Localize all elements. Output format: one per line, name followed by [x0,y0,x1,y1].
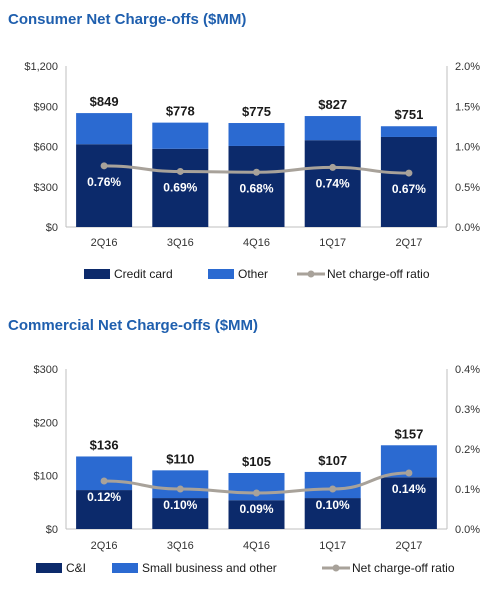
legend-label: Small business and other [142,561,277,575]
bar-total-label: $775 [242,104,271,119]
bar-segment [152,470,209,499]
ratio-point [405,469,413,477]
y-tick-label: $200 [34,417,58,429]
legend-label: C&I [66,561,86,575]
y-tick-label: $0 [46,524,58,536]
y2-tick-label: 0.0% [455,524,480,536]
ratio-point [100,477,108,485]
bar-total-label: $107 [318,453,347,468]
bar-segment [380,126,437,137]
y2-tick-label: 0.3% [455,404,480,416]
y-tick-label: $300 [34,182,58,194]
chart-title: Commercial Net Charge-offs ($MM) [8,317,258,334]
bar-segment [152,122,209,149]
ratio-point [329,485,337,493]
commercial-net-charge-offs-chart: Commercial Net Charge-offs ($MM) $0 $100 $2… [8,317,480,575]
bar-segment [228,500,285,529]
bar-segment [304,140,361,227]
ratio-label: 0.67% [392,182,426,196]
x-tick-label: 2Q16 [91,540,118,552]
bar-segment [228,145,285,227]
bar-segment [152,148,209,227]
y2-tick-label: 1.0% [455,142,480,154]
legend-swatch [112,563,138,573]
bar-segment [228,123,285,146]
legend-label: Net charge-off ratio [327,267,430,281]
y2-tick-label: 0.2% [455,444,480,456]
bar-total-label: $105 [242,454,271,469]
bar-total-label: $827 [318,97,347,112]
ratio-point [100,162,108,170]
bar-segment [304,498,361,529]
y2-tick-label: 2.0% [455,61,480,73]
bar-total-label: $157 [394,426,423,441]
ratio-label: 0.76% [87,175,121,189]
y-tick-label: $300 [34,364,58,376]
x-tick-label: 4Q16 [243,540,270,552]
y2-tick-label: 0.4% [455,364,480,376]
y-tick-label: $1,200 [24,61,58,73]
bar-segment [76,113,133,145]
legend-swatch [84,269,110,279]
bar-segment [304,471,361,499]
y-tick-label: $0 [46,222,58,234]
bar-total-label: $778 [166,104,195,119]
bar-total-label: $751 [394,107,423,122]
x-tick-label: 4Q16 [243,237,270,249]
legend-swatch [208,269,234,279]
legend-label: Other [238,267,268,281]
legend-label: Credit card [114,267,173,281]
ratio-point [253,168,260,176]
x-tick-label: 1Q17 [319,540,346,552]
ratio-point [176,167,184,175]
bar-segment [76,144,133,227]
bar-segment [380,477,437,529]
consumer-net-charge-offs-chart: Consumer Net Charge-offs ($MM) $0 $300 $600… [8,11,480,281]
ratio-label: 0.09% [239,502,273,516]
y2-tick-label: 0.0% [455,222,480,234]
ratio-point [253,489,260,497]
ratio-point [176,485,184,493]
x-tick-label: 3Q16 [167,237,194,249]
bar-total-label: $849 [90,94,119,109]
ratio-label: 0.10% [163,498,197,512]
bar-total-label: $110 [166,451,194,466]
y-tick-label: $100 [34,471,58,483]
ratio-label: 0.12% [87,490,121,504]
bar-segment [76,490,133,529]
x-tick-label: 3Q16 [167,540,194,552]
legend-label: Net charge-off ratio [352,561,455,575]
bar-segment [304,116,361,141]
x-tick-label: 2Q16 [91,237,118,249]
legend-line-marker [307,270,315,278]
y-tick-label: $600 [34,142,58,154]
ratio-point [405,169,413,177]
bar-segment [380,136,437,227]
y2-tick-label: 1.5% [455,101,480,113]
y-tick-label: $900 [34,101,58,113]
bar-segment [76,456,133,491]
bar-segment [152,498,209,529]
ratio-label: 0.14% [392,482,426,496]
legend-line-marker [332,564,340,572]
ratio-point [329,163,337,171]
ratio-label: 0.69% [163,180,197,194]
y2-tick-label: 0.5% [455,182,480,194]
ratio-label: 0.68% [239,181,273,195]
y2-tick-label: 0.1% [455,484,480,496]
ratio-label: 0.10% [316,498,350,512]
x-tick-label: 2Q17 [395,237,422,249]
bar-total-label: $136 [90,437,119,452]
chart-title: Consumer Net Charge-offs ($MM) [8,11,246,28]
x-tick-label: 1Q17 [319,237,346,249]
ratio-label: 0.74% [316,176,350,190]
x-tick-label: 2Q17 [395,540,422,552]
legend-swatch [36,563,62,573]
